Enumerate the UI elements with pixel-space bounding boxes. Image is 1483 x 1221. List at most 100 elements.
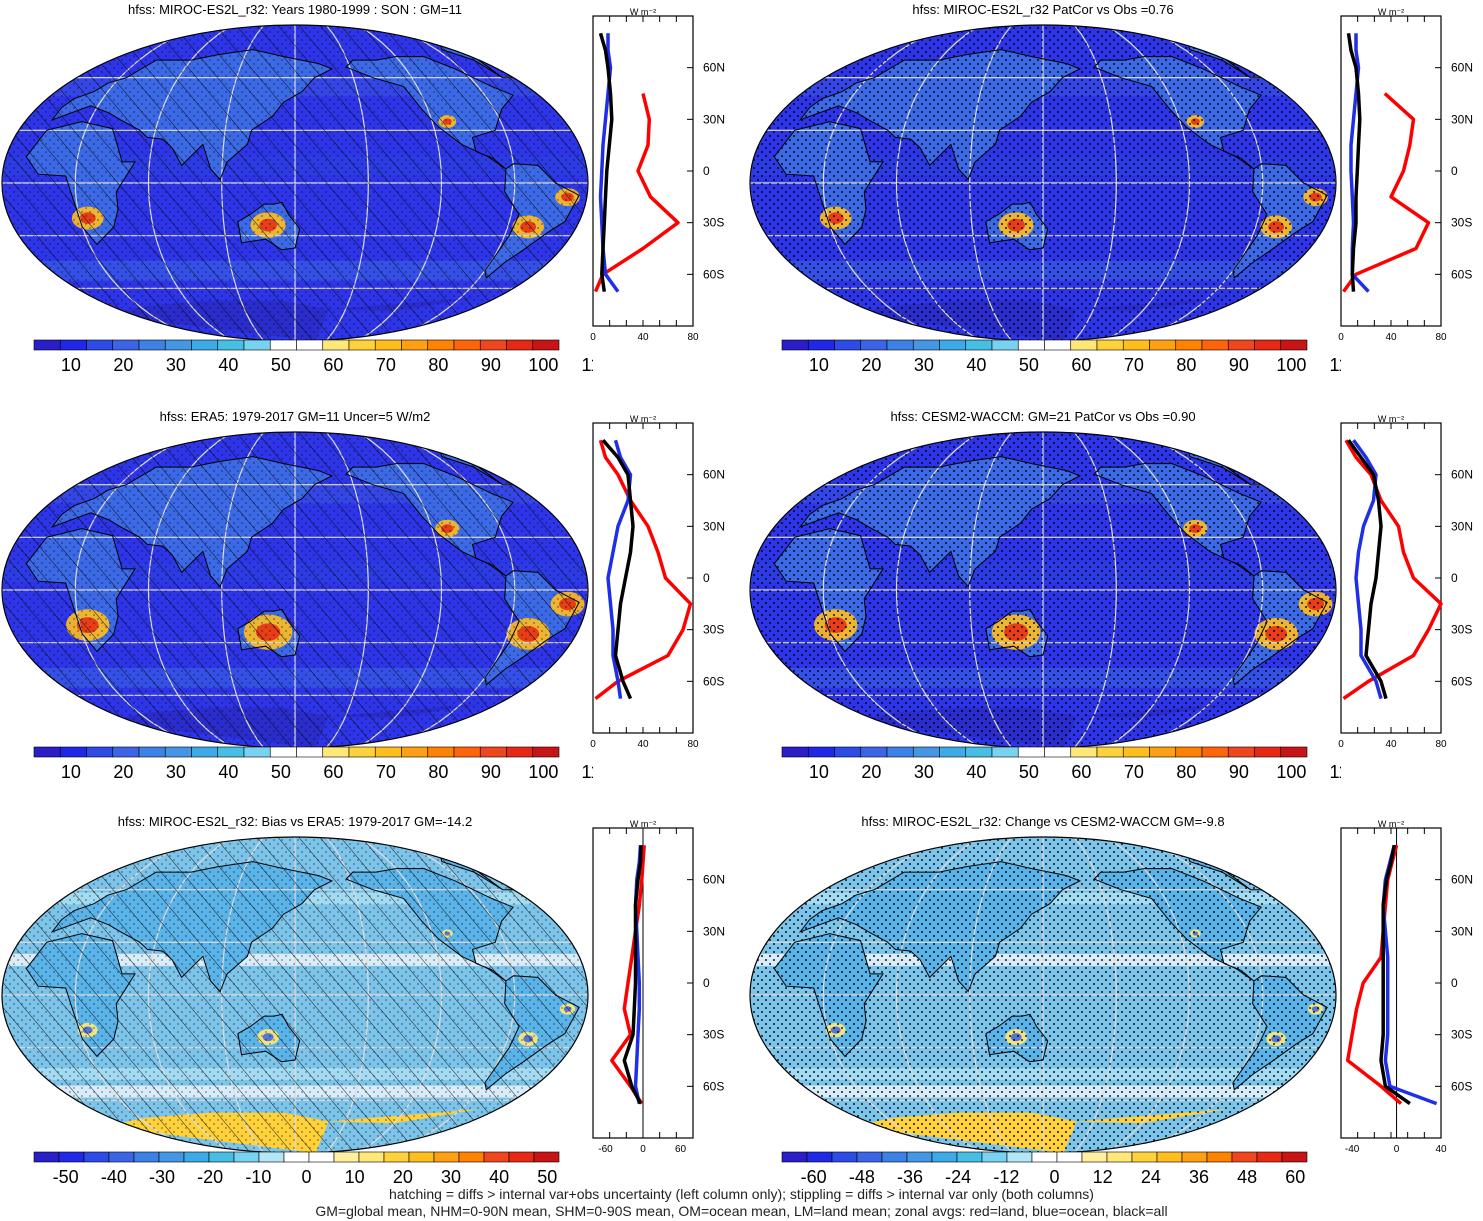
colorbar-swatch <box>208 1151 235 1163</box>
colorbar-swatch <box>1096 339 1124 351</box>
colorbar-label: 60 <box>323 762 343 782</box>
colorbar-swatch <box>506 339 534 351</box>
colorbar-swatch <box>860 746 888 758</box>
lat-tick-label: 60S <box>1451 1079 1472 1093</box>
colorbar-swatch <box>834 746 862 758</box>
colorbar-label: -36 <box>897 1167 923 1187</box>
global-map <box>1 431 589 749</box>
colorbar-swatch <box>1181 1151 1208 1163</box>
colorbar: 10 20 30 40 50 60 70 80 90 100 110 <box>781 746 1341 782</box>
panel-title: hfss: CESM2-WACCM: GM=21 PatCor vs Obs =… <box>890 409 1196 424</box>
colorbar-label: 50 <box>271 355 291 375</box>
colorbar-swatch <box>1081 1151 1108 1163</box>
colorbar-swatch <box>533 1151 560 1163</box>
colorbar-swatch <box>1227 746 1255 758</box>
colorbar-swatch <box>112 339 140 351</box>
colorbar-swatch <box>1017 746 1045 758</box>
zonal-line-all <box>622 845 643 1105</box>
colorbar-label: 30 <box>914 355 934 375</box>
colorbar-swatch <box>1017 339 1045 351</box>
panel-p2: hfss: MIROC-ES2L_r32 PatCor vs Obs =0.76… <box>748 0 1483 400</box>
colorbar-label: 30 <box>914 762 934 782</box>
colorbar-swatch <box>408 1151 435 1163</box>
colorbar-swatch <box>1206 1151 1233 1163</box>
colorbar-swatch <box>1096 746 1124 758</box>
colorbar-label: 12 <box>1093 1167 1113 1187</box>
colorbar-label: 70 <box>1124 355 1144 375</box>
colorbar-label: 50 <box>1019 762 1039 782</box>
lat-tick-label: 30N <box>1451 519 1473 533</box>
colorbar-swatch <box>781 339 809 351</box>
colorbar-swatch <box>831 1151 858 1163</box>
colorbar-label: -30 <box>149 1167 175 1187</box>
colorbar-swatch <box>374 339 402 351</box>
zonal-x-tick-label: 40 <box>637 739 649 750</box>
colorbar-swatch <box>965 339 993 351</box>
colorbar-swatch <box>1056 1151 1083 1163</box>
colorbar-label: 100 <box>1276 762 1306 782</box>
lat-tick-label: 0 <box>703 976 710 990</box>
zonal-x-tick-label: 80 <box>1435 332 1447 343</box>
colorbar-label: 40 <box>218 355 238 375</box>
lat-tick-label: 30S <box>1451 1028 1472 1042</box>
colorbar-swatch <box>86 746 114 758</box>
colorbar-swatch <box>164 339 192 351</box>
zonal-unit-label: W m⁻² <box>630 820 656 829</box>
colorbar-label: 50 <box>537 1167 557 1187</box>
colorbar-swatch <box>33 746 61 758</box>
colorbar-swatch <box>781 1151 808 1163</box>
zonal-x-tick-label: 80 <box>687 332 699 343</box>
lat-tick-label: 30S <box>703 623 724 637</box>
colorbar-swatch <box>483 1151 510 1163</box>
colorbar-label: 10 <box>809 355 829 375</box>
colorbar-swatch <box>348 746 376 758</box>
colorbar-swatch <box>112 746 140 758</box>
colorbar-label: 110 <box>1330 355 1341 375</box>
colorbar-label: 90 <box>1229 762 1249 782</box>
colorbar-label: 70 <box>376 355 396 375</box>
colorbar-swatch <box>856 1151 883 1163</box>
colorbar-swatch <box>1254 339 1282 351</box>
colorbar-label: 50 <box>1019 355 1039 375</box>
colorbar-label: -12 <box>993 1167 1019 1187</box>
zonal-unit-label: W m⁻² <box>1378 8 1404 17</box>
colorbar-swatch <box>308 1151 335 1163</box>
colorbar-label: -10 <box>245 1167 271 1187</box>
colorbar-swatch <box>1122 746 1150 758</box>
zonal-x-tick-label: 60 <box>675 1144 687 1155</box>
colorbar-label: 110 <box>582 355 593 375</box>
colorbar-swatch <box>479 746 507 758</box>
zonal-line-land <box>593 93 680 293</box>
colorbar-swatch <box>1122 339 1150 351</box>
lat-tick-label: 60N <box>703 468 725 482</box>
colorbar: -50 -40 -30 -20 -10 0 10 20 30 40 50 <box>33 1151 560 1187</box>
colorbar-label: 10 <box>809 762 829 782</box>
colorbar-label: 30 <box>166 355 186 375</box>
panel-title: hfss: MIROC-ES2L_r32: Years 1980-1999 : … <box>128 2 462 17</box>
colorbar-swatch <box>86 339 114 351</box>
zonal-x-tick-label: 40 <box>1385 739 1397 750</box>
colorbar: 10 20 30 40 50 60 70 80 90 100 110 <box>781 339 1341 375</box>
panel-p3: hfss: ERA5: 1979-2017 GM=11 Uncer=5 W/m2… <box>0 407 735 807</box>
colorbar-swatch <box>991 746 1019 758</box>
colorbar-swatch <box>269 746 297 758</box>
colorbar-swatch <box>183 1151 210 1163</box>
colorbar-swatch <box>59 339 87 351</box>
colorbar-swatch <box>1227 339 1255 351</box>
colorbar-swatch <box>296 339 324 351</box>
colorbar-swatch <box>283 1151 310 1163</box>
lat-tick-label: 60S <box>1451 267 1472 281</box>
colorbar-swatch <box>1175 339 1203 351</box>
colorbar-label: 90 <box>481 762 501 782</box>
zonal-x-tick-label: -60 <box>598 1144 613 1155</box>
colorbar-swatch <box>860 339 888 351</box>
zonal-average-plot: 60N 30N 0 30S 60S W m⁻² 0 40 80 <box>590 415 725 750</box>
colorbar-label: 20 <box>113 762 133 782</box>
colorbar-swatch <box>1044 746 1072 758</box>
colorbar-label: 20 <box>393 1167 413 1187</box>
colorbar-swatch <box>243 746 271 758</box>
panel-title: hfss: MIROC-ES2L_r32 PatCor vs Obs =0.76 <box>912 2 1174 17</box>
colorbar-swatch <box>807 746 835 758</box>
lat-tick-label: 60N <box>703 873 725 887</box>
zonal-unit-label: W m⁻² <box>630 8 656 17</box>
